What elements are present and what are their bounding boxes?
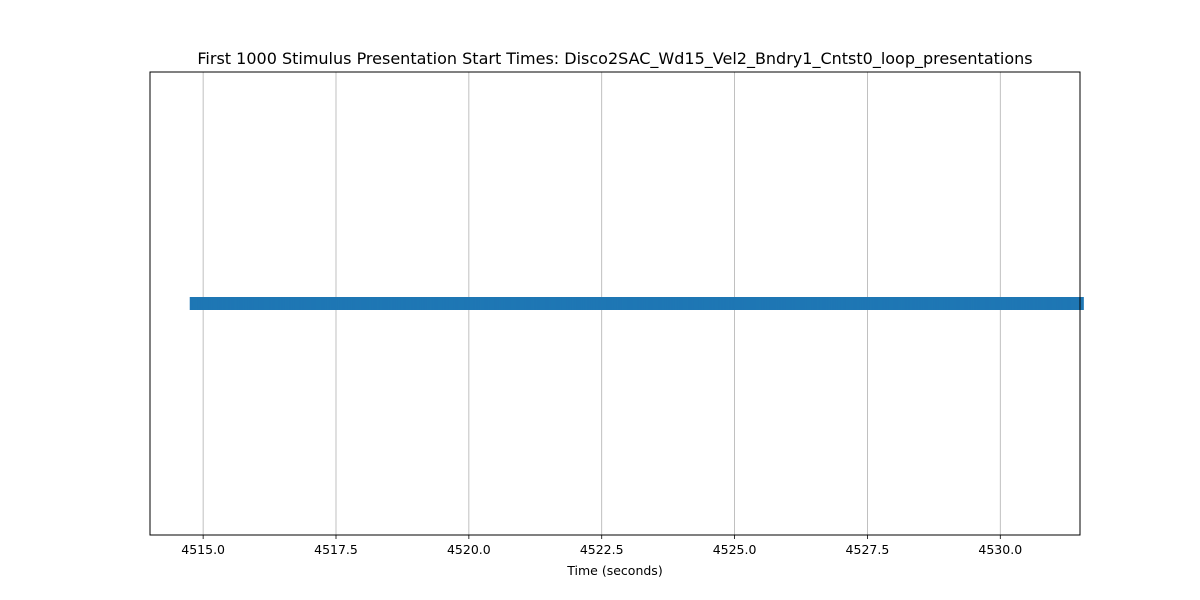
x-axis-label: Time (seconds) <box>566 563 662 578</box>
x-tick-label: 4527.5 <box>846 542 890 557</box>
x-tick-label: 4525.0 <box>713 542 757 557</box>
data-point <box>1070 297 1084 310</box>
data-points <box>189 297 1084 310</box>
x-tick-label: 4520.0 <box>447 542 491 557</box>
x-tick-label: 4515.0 <box>181 542 225 557</box>
x-tick-label: 4517.5 <box>314 542 358 557</box>
x-axis-ticks: 4515.0 4517.5 4520.0 4522.5 4525.0 4527.5 4530… <box>181 535 1022 557</box>
chart-title: First 1000 Stimulus Presentation Start T… <box>197 49 1032 69</box>
x-tick-label: 4530.0 <box>978 542 1022 557</box>
plot-frame <box>149 71 1081 536</box>
x-tick-label: 4522.5 <box>580 542 624 557</box>
